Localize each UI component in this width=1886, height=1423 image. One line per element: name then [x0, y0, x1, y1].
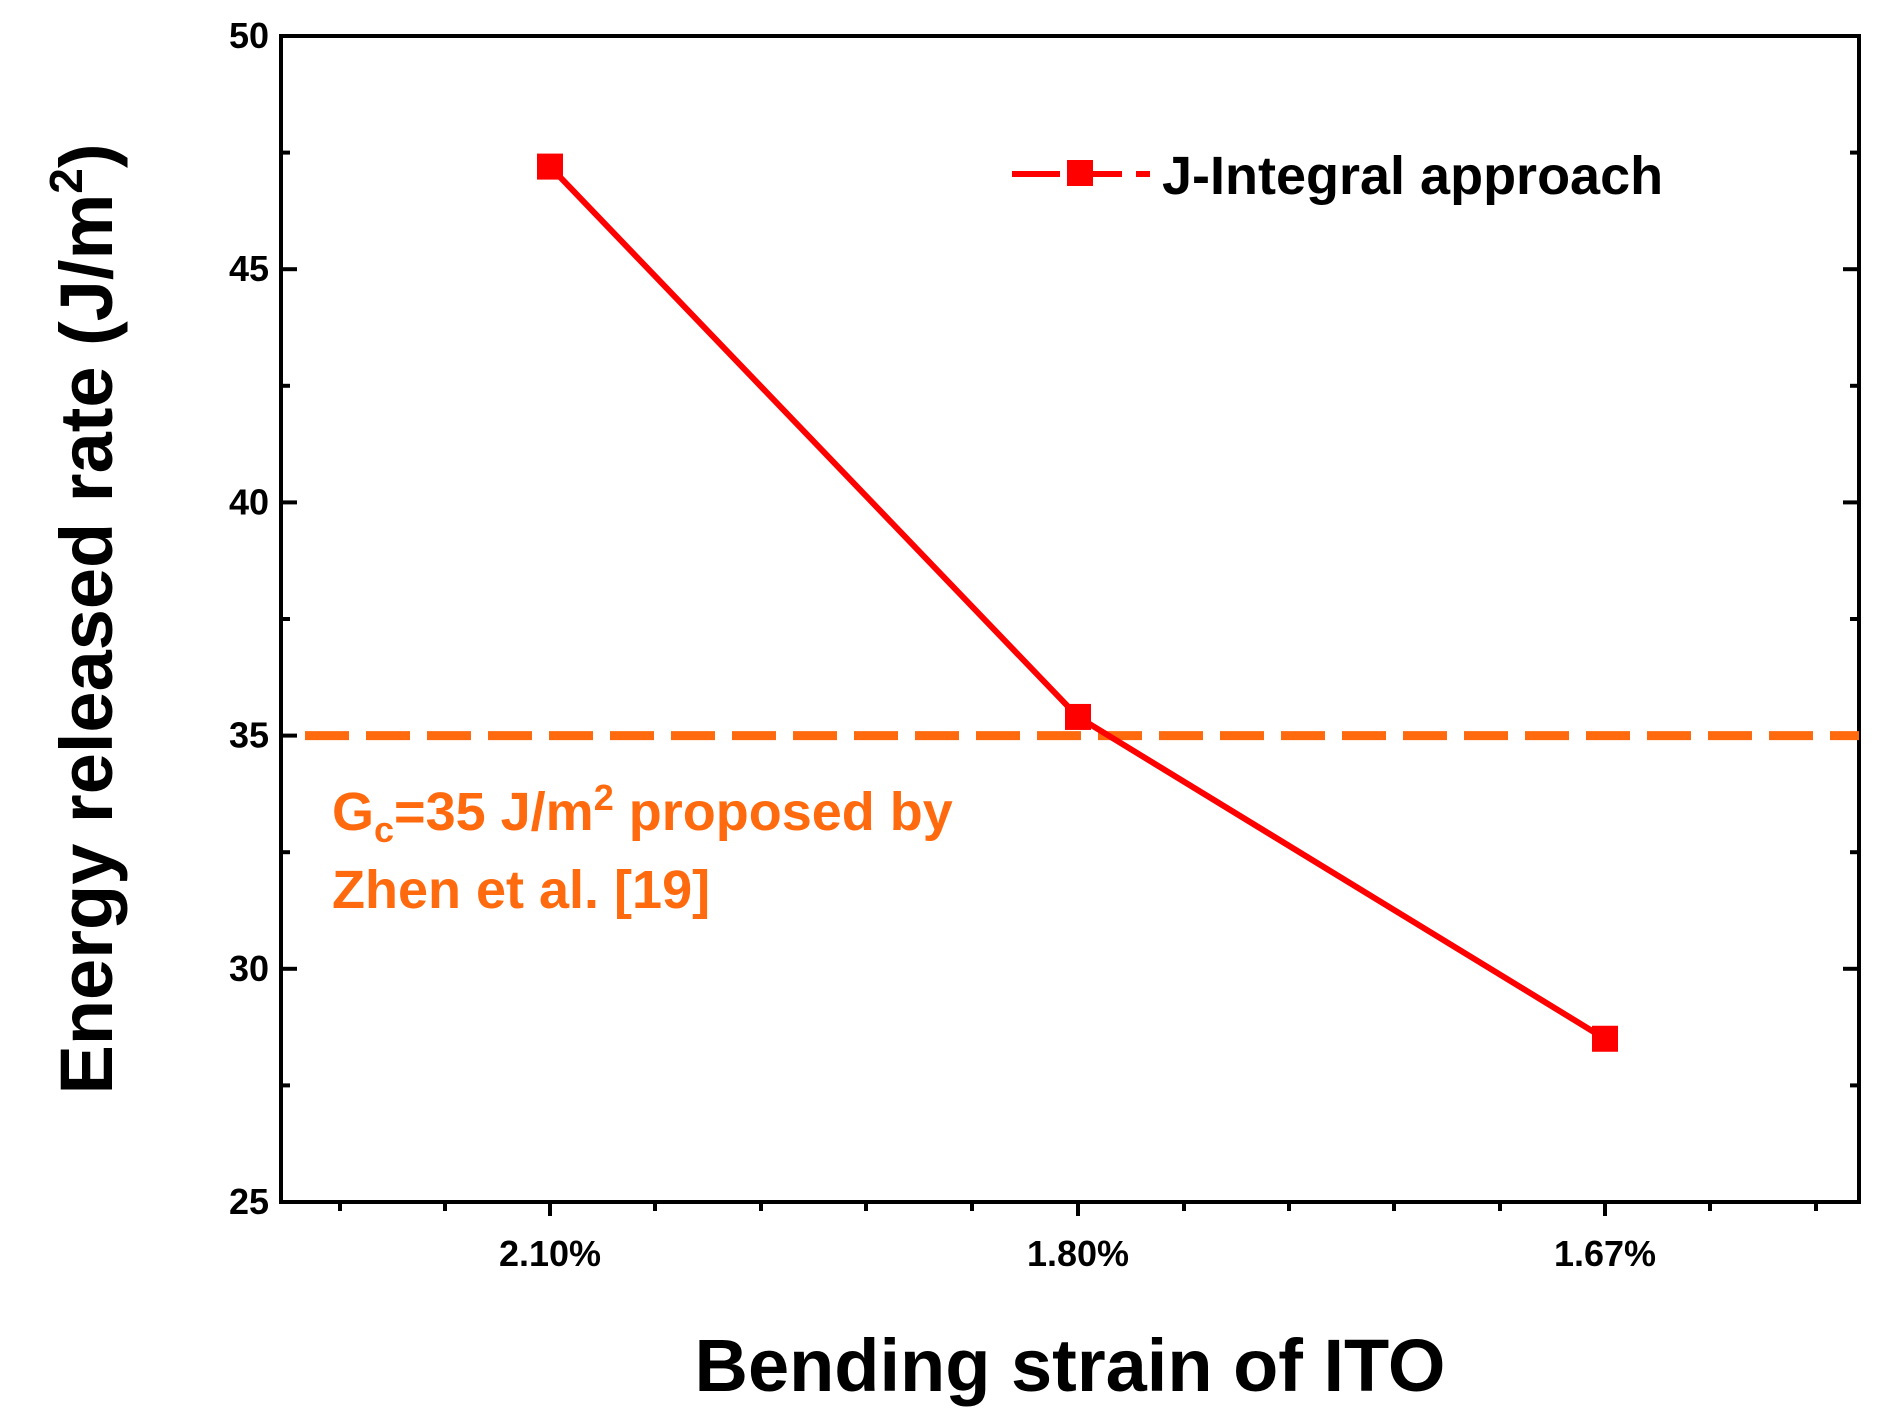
series-markers — [537, 153, 1618, 1052]
annotation-gc-line1: Gc=35 J/m2 proposed by — [332, 777, 953, 850]
annotation-gc-line2: Zhen et al. [19] — [332, 860, 710, 920]
legend-label: J-Integral approach — [1162, 146, 1663, 206]
x-tick-label: 1.67% — [1554, 1233, 1656, 1274]
x-axis-title: Bending strain of ITO — [695, 1324, 1446, 1407]
annotation-superscript: 2 — [594, 777, 614, 818]
x-tick-label: 2.10% — [499, 1233, 601, 1274]
series-marker — [1065, 703, 1091, 730]
annotation-subscript: c — [374, 809, 394, 850]
series-marker — [1592, 1025, 1618, 1052]
y-tick-label: 35 — [229, 715, 269, 756]
annotation-end: proposed by — [614, 782, 953, 842]
y-axis-title: Energy released rate (J/m2) — [40, 143, 128, 1094]
y-tick-label: 25 — [229, 1181, 269, 1222]
annotation-g: G — [332, 782, 374, 842]
plot-frame — [279, 34, 1861, 1204]
x-axis-ticks: 2.10% 1.80% 1.67% — [338, 1202, 1818, 1274]
y-axis-title-main: Energy released rate (J/m — [45, 194, 128, 1095]
y-tick-label: 30 — [229, 948, 269, 989]
legend: J-Integral approach — [1012, 146, 1663, 206]
y-axis-title-close: ) — [45, 143, 128, 168]
y-tick-label: 40 — [229, 481, 269, 522]
y-tick-label: 45 — [229, 248, 269, 289]
legend-marker-sample — [1067, 160, 1093, 186]
x-tick-label: 1.80% — [1027, 1233, 1129, 1274]
annotation-mid: =35 J/m — [394, 782, 594, 842]
y-axis-title-superscript: 2 — [40, 168, 92, 194]
series-marker — [537, 153, 563, 180]
y-tick-label: 50 — [229, 15, 269, 56]
